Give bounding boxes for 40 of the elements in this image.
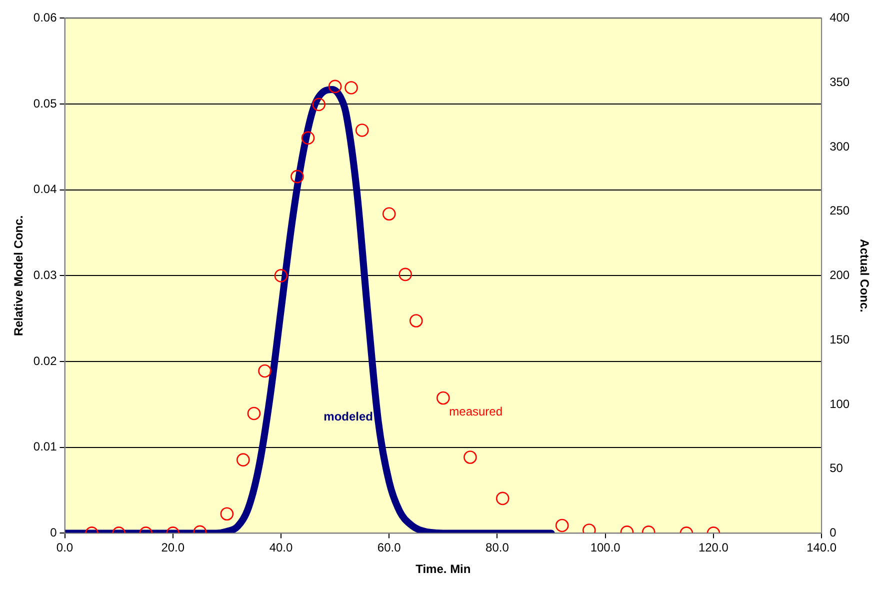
y-tick-label: 0.04 <box>33 182 58 196</box>
x-tick-label: 60.0 <box>377 540 402 555</box>
x-tick-label: 20.0 <box>161 540 185 555</box>
point <box>398 268 412 282</box>
y2-tick-label: 100 <box>830 396 850 411</box>
x-axis-title: Time. Min <box>416 562 471 576</box>
point <box>382 207 396 221</box>
y2-tick-label: 250 <box>830 204 850 218</box>
point <box>355 124 369 137</box>
point <box>344 81 358 94</box>
y-axis-title: Relative Model Conc. <box>12 215 26 336</box>
y-tick-label: 0.06 <box>33 10 58 25</box>
y2-tick-label: 50 <box>830 461 844 476</box>
y-tick-label: 0.02 <box>33 354 58 368</box>
y2-tick-label: 0 <box>830 526 837 540</box>
x-tick-label: 120.0 <box>698 540 729 555</box>
y2-axis-title: Actual Conc. <box>857 239 872 312</box>
point <box>258 364 272 378</box>
y2-tick-label: 300 <box>830 139 850 154</box>
x-tick-label: 0.0 <box>56 540 74 555</box>
y-tick-label: 0 <box>50 526 58 540</box>
y2-tick-label: 400 <box>830 10 850 25</box>
series-label: modeled <box>324 410 374 424</box>
y2-tick-label: 350 <box>830 74 850 89</box>
x-tick-label: 100.0 <box>590 540 621 555</box>
x-tick-label: 40.0 <box>269 540 293 555</box>
y-tick-label: 0.05 <box>33 96 58 110</box>
point <box>409 314 423 328</box>
series-label: measured <box>449 404 503 418</box>
point <box>290 170 304 184</box>
x-tick-label: 140.0 <box>806 540 837 555</box>
y-tick-label: 0.03 <box>33 268 58 282</box>
y2-tick-label: 200 <box>830 268 850 282</box>
y-tick-label: 0.01 <box>33 440 58 454</box>
x-tick-label: 80.0 <box>486 540 510 555</box>
point <box>312 98 326 112</box>
point <box>328 80 342 94</box>
point <box>274 269 288 282</box>
point <box>301 131 315 145</box>
y2-tick-label: 150 <box>830 332 850 346</box>
